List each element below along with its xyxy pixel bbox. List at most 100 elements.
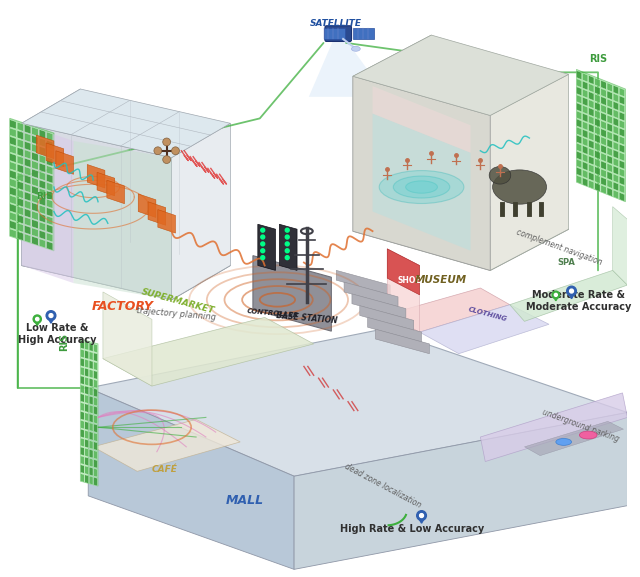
Polygon shape [93,451,97,459]
Polygon shape [84,430,88,439]
Polygon shape [582,178,588,187]
Polygon shape [601,113,606,122]
Polygon shape [24,192,31,201]
Polygon shape [93,398,97,406]
Polygon shape [47,316,55,323]
Polygon shape [32,144,38,153]
Polygon shape [577,69,625,202]
Circle shape [552,291,559,298]
Polygon shape [601,161,606,170]
Polygon shape [107,180,125,204]
Polygon shape [10,153,16,163]
Polygon shape [582,97,588,106]
Polygon shape [93,344,97,353]
Polygon shape [372,114,470,251]
Polygon shape [17,198,24,207]
Polygon shape [589,116,594,125]
Polygon shape [56,151,74,174]
Polygon shape [39,180,45,189]
Polygon shape [595,143,600,151]
Polygon shape [93,442,97,450]
Polygon shape [607,188,612,197]
Circle shape [172,147,179,155]
Polygon shape [93,469,97,477]
Text: MUSEUM: MUSEUM [415,275,467,285]
Polygon shape [595,183,600,192]
Polygon shape [93,370,97,379]
Polygon shape [481,393,627,462]
Polygon shape [10,128,16,137]
Polygon shape [620,96,625,105]
Polygon shape [601,153,606,162]
Circle shape [285,228,289,232]
Polygon shape [387,249,420,295]
Polygon shape [46,143,64,166]
Polygon shape [607,83,612,92]
Polygon shape [84,439,88,448]
Polygon shape [81,403,84,411]
Polygon shape [39,163,45,173]
Polygon shape [595,134,600,143]
Text: High Rate & Low Accuracy: High Rate & Low Accuracy [340,524,484,534]
FancyBboxPatch shape [325,26,351,42]
Polygon shape [352,294,406,319]
Polygon shape [93,459,97,468]
Polygon shape [607,123,612,132]
Polygon shape [81,456,84,464]
Polygon shape [32,127,38,136]
Polygon shape [84,448,88,457]
Polygon shape [84,377,88,385]
Bar [323,28,345,39]
Polygon shape [81,464,84,473]
Text: underground parking: underground parking [541,408,620,444]
Polygon shape [88,329,627,476]
Polygon shape [589,100,594,108]
Polygon shape [97,173,115,196]
Circle shape [163,156,171,163]
Circle shape [260,242,265,246]
Polygon shape [88,388,294,569]
Polygon shape [620,88,625,97]
Polygon shape [89,440,93,449]
Polygon shape [589,156,594,165]
Polygon shape [89,369,93,378]
Polygon shape [620,112,625,121]
Circle shape [260,228,265,232]
Polygon shape [568,291,575,299]
Polygon shape [24,158,31,167]
Polygon shape [32,136,38,145]
Polygon shape [93,353,97,361]
Polygon shape [607,115,612,124]
Polygon shape [81,394,84,402]
Polygon shape [32,236,38,245]
Polygon shape [577,167,582,176]
Text: RIS: RIS [36,192,52,201]
Polygon shape [148,202,166,225]
Text: Moderate Rate &
Moderate Accuracy: Moderate Rate & Moderate Accuracy [525,290,631,312]
Polygon shape [17,231,24,241]
Polygon shape [39,188,45,197]
Polygon shape [22,231,230,300]
Polygon shape [93,419,240,471]
Polygon shape [89,405,93,414]
Polygon shape [601,169,606,178]
Polygon shape [607,91,612,100]
Polygon shape [81,429,84,438]
Polygon shape [93,380,97,388]
Polygon shape [613,142,618,151]
Polygon shape [47,208,53,217]
Polygon shape [81,349,84,358]
Polygon shape [595,167,600,175]
Polygon shape [376,329,429,354]
Polygon shape [613,182,618,191]
Polygon shape [24,150,31,159]
Polygon shape [10,170,16,179]
Text: RIS: RIS [589,54,607,63]
Polygon shape [595,78,600,87]
Polygon shape [89,387,93,396]
Polygon shape [138,194,156,218]
Ellipse shape [379,171,464,204]
Polygon shape [89,361,93,369]
Polygon shape [595,86,600,95]
Polygon shape [613,134,618,143]
